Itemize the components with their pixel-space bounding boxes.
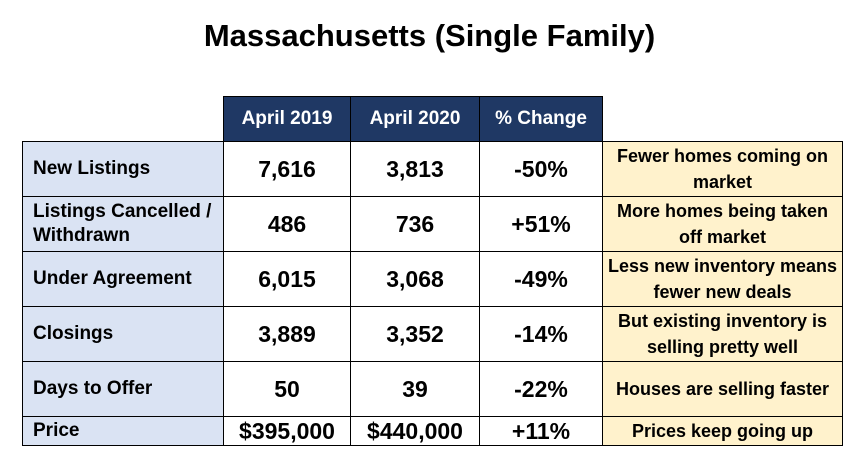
cell-note: Fewer homes coming on market	[602, 141, 843, 197]
table-row: Closings 3,889 3,352 -14% But existing i…	[22, 306, 843, 362]
table-row: Price $395,000 $440,000 +11% Prices keep…	[22, 416, 843, 446]
cell-change: +11%	[479, 416, 603, 446]
cell-april-2019: $395,000	[223, 416, 351, 446]
stats-table: April 2019 April 2020 % Change New Listi…	[22, 96, 843, 446]
cell-change: +51%	[479, 196, 603, 252]
row-label: Listings Cancelled / Withdrawn	[22, 196, 224, 252]
header-blank-note	[603, 97, 843, 142]
row-label: Price	[22, 416, 224, 446]
cell-note: But existing inventory is selling pretty…	[602, 306, 843, 362]
column-header-april-2019: April 2019	[223, 96, 351, 142]
cell-change: -49%	[479, 251, 603, 307]
row-label: New Listings	[22, 141, 224, 197]
row-label: Closings	[22, 306, 224, 362]
table-row: Days to Offer 50 39 -22% Houses are sell…	[22, 361, 843, 417]
cell-change: -50%	[479, 141, 603, 197]
cell-note: More homes being taken off market	[602, 196, 843, 252]
cell-april-2020: $440,000	[350, 416, 480, 446]
header-blank	[23, 97, 224, 142]
row-label: Under Agreement	[22, 251, 224, 307]
table-row: New Listings 7,616 3,813 -50% Fewer home…	[22, 141, 843, 197]
cell-april-2019: 3,889	[223, 306, 351, 362]
table-row: Under Agreement 6,015 3,068 -49% Less ne…	[22, 251, 843, 307]
column-header-april-2020: April 2020	[350, 96, 480, 142]
cell-note: Less new inventory means fewer new deals	[602, 251, 843, 307]
cell-april-2019: 7,616	[223, 141, 351, 197]
cell-note: Prices keep going up	[602, 416, 843, 446]
cell-april-2020: 736	[350, 196, 480, 252]
cell-april-2020: 39	[350, 361, 480, 417]
cell-april-2019: 6,015	[223, 251, 351, 307]
row-label: Days to Offer	[22, 361, 224, 417]
page-title: Massachusetts (Single Family)	[203, 18, 656, 53]
cell-april-2020: 3,068	[350, 251, 480, 307]
column-header-percent-change: % Change	[479, 96, 603, 142]
cell-april-2019: 486	[223, 196, 351, 252]
cell-april-2020: 3,352	[350, 306, 480, 362]
table-row: Listings Cancelled / Withdrawn 486 736 +…	[22, 196, 843, 252]
cell-april-2019: 50	[223, 361, 351, 417]
cell-change: -22%	[479, 361, 603, 417]
cell-note: Houses are selling faster	[602, 361, 843, 417]
cell-change: -14%	[479, 306, 603, 362]
cell-april-2020: 3,813	[350, 141, 480, 197]
